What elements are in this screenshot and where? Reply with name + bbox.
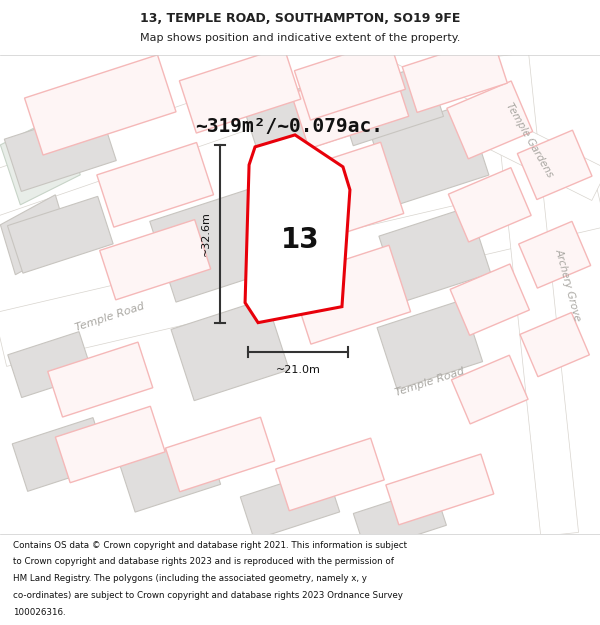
Polygon shape [386,454,494,525]
Polygon shape [166,418,275,492]
Polygon shape [491,53,578,536]
Polygon shape [289,245,410,344]
Polygon shape [7,196,113,273]
Polygon shape [1,195,70,275]
Polygon shape [276,142,404,248]
Polygon shape [275,438,384,511]
Polygon shape [517,130,592,199]
Polygon shape [171,299,289,401]
Polygon shape [518,221,590,288]
Polygon shape [120,437,221,512]
Polygon shape [243,76,357,164]
Polygon shape [100,219,211,300]
Text: Temple Road: Temple Road [74,301,146,332]
Polygon shape [179,47,301,133]
Polygon shape [97,142,214,227]
Polygon shape [241,469,340,539]
Text: Contains OS data © Crown copyright and database right 2021. This information is : Contains OS data © Crown copyright and d… [13,541,407,550]
Polygon shape [520,312,589,377]
Text: 13: 13 [281,226,319,254]
Text: to Crown copyright and database rights 2023 and is reproduced with the permissio: to Crown copyright and database rights 2… [13,558,394,566]
Polygon shape [447,81,533,159]
Polygon shape [371,104,489,206]
Text: Temple Gardens: Temple Gardens [504,101,555,179]
Polygon shape [48,342,153,417]
Polygon shape [291,61,409,149]
Text: ~32.6m: ~32.6m [201,211,211,256]
Polygon shape [295,40,406,120]
Polygon shape [402,38,508,112]
Polygon shape [150,188,280,302]
Text: Map shows position and indicative extent of the property.: Map shows position and indicative extent… [140,33,460,43]
Polygon shape [377,300,482,389]
Polygon shape [379,207,491,302]
Polygon shape [8,332,93,398]
Text: ~319m²/~0.079ac.: ~319m²/~0.079ac. [195,118,383,136]
Polygon shape [12,418,109,491]
Text: co-ordinates) are subject to Crown copyright and database rights 2023 Ordnance S: co-ordinates) are subject to Crown copyr… [13,591,403,600]
Polygon shape [450,264,529,336]
Polygon shape [4,108,116,191]
Polygon shape [25,55,176,155]
Polygon shape [55,406,165,482]
Polygon shape [451,355,528,424]
Polygon shape [1,115,80,205]
Polygon shape [332,39,600,201]
Text: Archery Grove: Archery Grove [553,248,582,322]
Polygon shape [353,488,446,551]
Text: ~21.0m: ~21.0m [275,364,320,374]
Text: Temple Road: Temple Road [394,367,466,399]
Polygon shape [0,173,600,366]
Polygon shape [245,135,350,322]
Text: 100026316.: 100026316. [13,608,66,617]
Text: HM Land Registry. The polygons (including the associated geometry, namely x, y: HM Land Registry. The polygons (includin… [13,574,367,583]
Text: 13, TEMPLE ROAD, SOUTHAMPTON, SO19 9FE: 13, TEMPLE ROAD, SOUTHAMPTON, SO19 9FE [140,12,460,25]
Polygon shape [0,74,287,216]
Polygon shape [336,64,443,146]
Polygon shape [448,168,531,242]
